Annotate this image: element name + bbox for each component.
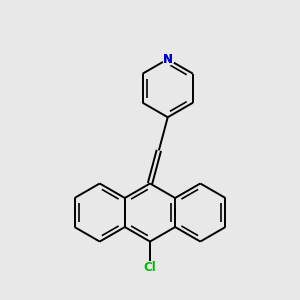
Text: N: N bbox=[163, 53, 173, 66]
Text: N: N bbox=[163, 53, 173, 66]
Text: Cl: Cl bbox=[144, 261, 156, 274]
